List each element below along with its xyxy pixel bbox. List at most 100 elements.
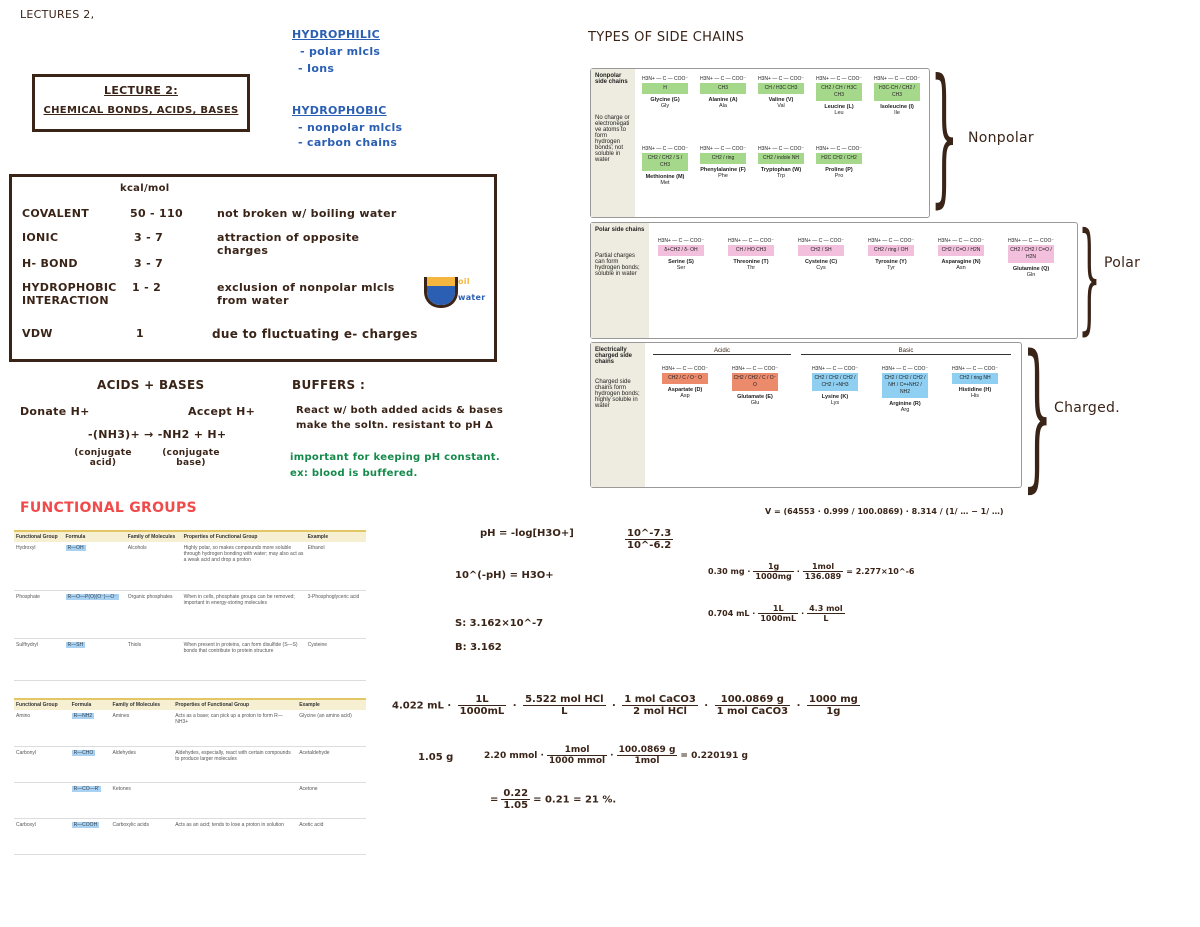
ph-equation: pH = -log[H3O+] <box>480 528 574 539</box>
bond-row: H- BOND 3 - 7 <box>22 257 164 270</box>
backbone: H3N+ — C — COO⁻ <box>757 146 805 152</box>
amino-acid-abbr: His <box>971 393 979 399</box>
backbone: H3N+ — C — COO⁻ <box>757 76 805 82</box>
side-chain-highlight: CH2 / CH2 / CH2 / CH2 / +NH3 <box>812 373 858 391</box>
ratio-denominator: 10^-6.2 <box>627 540 672 551</box>
amino-acid-abbr: Phe <box>718 173 728 179</box>
water-label: water <box>458 293 486 302</box>
side-chain-highlight: CH2 / C=O / H2N <box>938 245 984 256</box>
caco3-conversion: 4.022 mL · 1L 1000mL · 5.522 mol HCl L · 1… <box>392 694 860 717</box>
amino-acid-pro: H3N+ — C — COO⁻ H2C CH2 / CH2 Proline (P) P… <box>811 145 867 179</box>
amino-acid-gly: H3N+ — C — COO⁻ H Glycine (G) Gly <box>637 75 693 109</box>
backbone: H3N+ — C — COO⁻ <box>951 366 999 372</box>
amino-acid-tyr: H3N+ — C — COO⁻ CH2 / ring / OH Tyrosine (… <box>863 237 919 271</box>
ratio-numerator: 10^-7.3 <box>625 528 674 540</box>
amino-acid-name: Aspartate (D) <box>667 387 703 393</box>
hydrophobic-item: - carbon chains <box>298 136 398 149</box>
side-chain-highlight: H2C CH2 / CH2 <box>816 153 862 164</box>
b-value: B: 3.162 <box>455 642 502 653</box>
amino-acid-glu: H3N+ — C — COO⁻ CH2 / CH2 / C / O⁻ O Gluta… <box>727 365 783 406</box>
amino-acid-name: Arginine (R) <box>889 401 921 407</box>
charged-brace: } <box>1022 320 1053 507</box>
amino-acid-abbr: Ser <box>676 265 686 271</box>
backbone: H3N+ — C — COO⁻ <box>641 146 689 152</box>
amino-acid-abbr: Asn <box>956 265 966 271</box>
table-row: Sulfhydryl R—SH Thiols When present in prot… <box>14 638 366 681</box>
amino-acid-name: Cysteine (C) <box>804 259 838 265</box>
oil-label: oil <box>458 277 470 286</box>
polar-desc: Partial charges can form hydrogen bonds;… <box>595 253 640 277</box>
hydrophilic-item: - Ions <box>298 62 335 75</box>
acidic-label: Acidic <box>653 348 791 355</box>
amino-acid-lys: H3N+ — C — COO⁻ CH2 / CH2 / CH2 / CH2 / +… <box>807 365 863 406</box>
amino-acid-abbr: Leu <box>834 110 844 116</box>
amino-acid-asp: H3N+ — C — COO⁻ CH2 / C / O⁻ O Aspartate (… <box>657 365 713 399</box>
charged-panel: Electrically charged side chains Charged … <box>590 342 1022 488</box>
amino-acid-ser: H3N+ — C — COO⁻ δ+CH2 / δ- OH Serine (S) Se… <box>653 237 709 271</box>
backbone: H3N+ — C — COO⁻ <box>797 238 845 244</box>
amino-acid-name: Proline (P) <box>825 167 853 173</box>
amino-acid-name: Threonine (T) <box>733 259 769 265</box>
functional-groups-table-1: Functional Group Formula Family of Molecul… <box>14 530 366 681</box>
lecture-subtitle: CHEMICAL BONDS, ACIDS, BASES <box>43 105 239 116</box>
acid-equation: -(NH3)+ → -NH2 + H+ <box>88 428 227 441</box>
backbone: H3N+ — C — COO⁻ <box>661 366 709 372</box>
amino-acid-abbr: Thr <box>746 265 756 271</box>
amino-acid-met: H3N+ — C — COO⁻ CH2 / CH2 / S / CH3 Methio… <box>637 145 693 186</box>
bond-row: IONIC 3 - 7 attraction of opposite charges <box>22 231 360 257</box>
table-row: R—CO—R' Ketones Acetone <box>14 782 366 819</box>
amino-acid-val: H3N+ — C — COO⁻ CH / H3C CH3 Valine (V) Val <box>753 75 809 109</box>
side-chains-title: TYPES OF SIDE CHAINS <box>588 30 745 45</box>
nonpolar-desc: No charge or electronegative atoms to fo… <box>595 115 630 163</box>
hydrophilic-title: HYDROPHILIC <box>292 28 380 41</box>
buffers-line: make the soltn. resistant to pH Δ <box>296 420 494 431</box>
side-chain-highlight: H <box>642 83 688 94</box>
backbone: H3N+ — C — COO⁻ <box>699 76 747 82</box>
charged-desc: Charged side chains form hydrogen bonds;… <box>595 379 640 409</box>
table-row: Carboxyl R—COOH Carboxylic acids Acts as an… <box>14 818 366 855</box>
amino-acid-cys: H3N+ — C — COO⁻ CH2 / SH Cysteine (C) Cys <box>793 237 849 271</box>
side-chain-highlight: CH2 / CH / H3C CH3 <box>816 83 862 101</box>
amino-acid-name: Glutamine (Q) <box>1012 266 1050 272</box>
polar-header: Polar side chains <box>595 227 645 233</box>
amino-acid-phe: H3N+ — C — COO⁻ CH2 / ring Phenylalanine (… <box>695 145 751 179</box>
donate-label: Donate H+ <box>20 405 90 418</box>
nonpolar-brace: } <box>930 48 959 222</box>
backbone: H3N+ — C — COO⁻ <box>731 366 779 372</box>
amino-acid-abbr: Trp <box>776 173 786 179</box>
side-chain-highlight: CH3 <box>700 83 746 94</box>
accept-label: Accept H+ <box>188 405 256 418</box>
amino-acid-name: Phenylalanine (F) <box>700 167 746 173</box>
backbone: H3N+ — C — COO⁻ <box>699 146 747 152</box>
backbone: H3N+ — C — COO⁻ <box>727 238 775 244</box>
amino-acid-abbr: Gly <box>660 103 670 109</box>
amino-acid-ala: H3N+ — C — COO⁻ CH3 Alanine (A) Ala <box>695 75 751 109</box>
amino-acid-thr: H3N+ — C — COO⁻ CH / HO CH3 Threonine (T) T… <box>723 237 779 271</box>
amino-acid-name: Glutamate (E) <box>737 394 773 400</box>
hydrophobic-title: HYDROPHOBIC <box>292 104 387 117</box>
amino-acid-name: Asparagine (N) <box>941 259 981 265</box>
amino-acid-abbr: Cys <box>816 265 826 271</box>
nonpolar-label: Nonpolar <box>968 130 1034 146</box>
bond-row: HYDROPHOBIC INTERACTION 1 - 2 exclusion of… <box>22 281 395 307</box>
oil-water-beaker-icon <box>424 277 458 308</box>
amino-acid-name: Valine (V) <box>768 97 794 103</box>
table-row: Carbonyl R—CHO Aldehydes Aldehydes, especia… <box>14 746 366 783</box>
amino-acid-name: Leucine (L) <box>824 104 854 110</box>
ml-conversion: 0.704 mL · 1L 1000mL · 4.3 mol L <box>708 604 845 623</box>
hydrophobic-block: HYDROPHOBIC - nonpolar mlcls - carbon ch… <box>292 104 402 149</box>
amino-acid-name: Tyrosine (Y) <box>875 259 907 265</box>
functional-groups-title: FUNCTIONAL GROUPS <box>20 500 197 516</box>
polar-label: Polar <box>1104 255 1141 271</box>
lecture-title: LECTURE 2: <box>104 84 178 97</box>
buffers-title: BUFFERS : <box>292 378 366 392</box>
s-value: S: 3.162×10^-7 <box>455 618 544 629</box>
backbone: H3N+ — C — COO⁻ <box>657 238 705 244</box>
table-row: Hydroxyl R—OH Alcohols Highly polar, so mak… <box>14 542 366 591</box>
amino-acid-abbr: Asp <box>680 393 690 399</box>
amino-acid-name: Tryptophan (W) <box>760 167 802 173</box>
amino-acid-ile: H3N+ — C — COO⁻ H3C-CH / CH2 / CH3 Isoleuc… <box>869 75 925 116</box>
side-chain-highlight: δ+CH2 / δ- OH <box>658 245 704 256</box>
amino-acid-name: Alanine (A) <box>708 97 738 103</box>
charged-label: Charged. <box>1054 400 1120 416</box>
